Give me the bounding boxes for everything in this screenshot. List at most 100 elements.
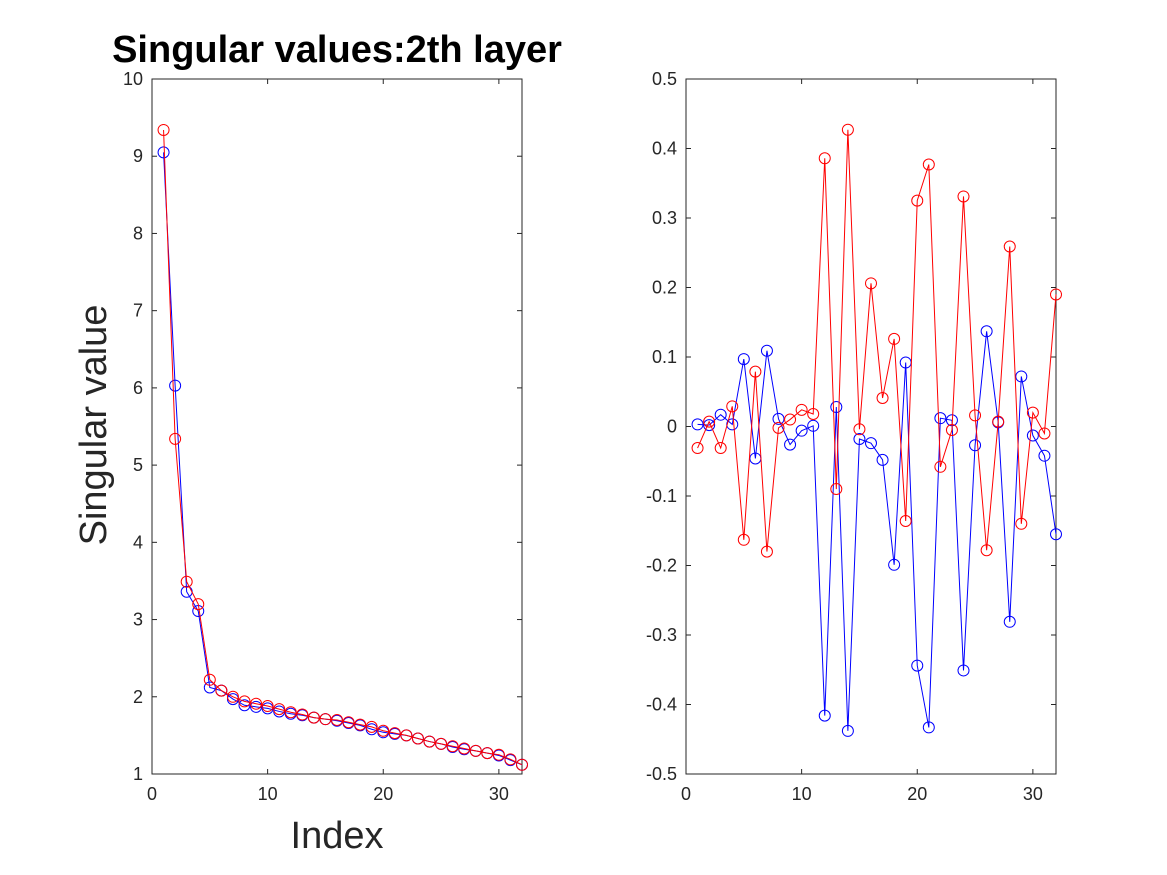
data-point	[423, 735, 436, 748]
x-tick-label: 0	[147, 784, 157, 804]
data-point	[980, 325, 993, 338]
data-point	[516, 758, 528, 771]
data-point	[1015, 517, 1028, 530]
data-point	[203, 681, 216, 694]
y-tick-label: 0.1	[652, 347, 677, 367]
data-point	[853, 433, 866, 446]
data-point	[934, 412, 947, 425]
y-tick-label: 0	[667, 417, 677, 437]
data-point	[250, 700, 263, 713]
data-point	[945, 423, 958, 436]
data-point	[691, 418, 704, 431]
data-point	[957, 190, 970, 203]
data-point	[911, 659, 924, 672]
data-point	[876, 392, 889, 404]
data-point	[169, 379, 182, 392]
data-point	[784, 413, 797, 426]
x-tick-label: 10	[258, 784, 278, 804]
data-point	[760, 344, 773, 357]
data-point	[807, 419, 820, 432]
data-point	[331, 713, 343, 726]
data-point	[215, 684, 228, 697]
data-point	[342, 716, 355, 729]
data-point	[319, 713, 332, 726]
data-point	[169, 432, 182, 445]
data-point	[760, 545, 773, 558]
y-tick-label: -0.1	[646, 486, 677, 506]
data-point	[481, 747, 494, 760]
data-point	[157, 123, 170, 136]
x-tick-label: 30	[489, 784, 509, 804]
y-tick-label: 5	[133, 455, 143, 475]
data-point	[411, 732, 424, 745]
x-tick-label: 20	[373, 784, 393, 804]
y-tick-label: -0.5	[646, 764, 677, 784]
data-point	[749, 365, 762, 378]
y-tick-label: 10	[123, 69, 143, 89]
data-point	[388, 727, 401, 740]
y-tick-label: 4	[133, 532, 143, 552]
y-tick-label: 9	[133, 146, 143, 166]
y-tick-label: 0.5	[652, 69, 677, 89]
data-point	[714, 408, 727, 421]
y-tick-label: 2	[133, 687, 143, 707]
data-point	[841, 724, 854, 737]
x-tick-label: 20	[907, 784, 927, 804]
data-point	[911, 194, 924, 207]
y-tick-label: 0.2	[652, 278, 677, 298]
data-point	[203, 673, 216, 686]
data-point	[888, 332, 901, 345]
y-tick-label: 3	[133, 610, 143, 630]
data-point	[992, 415, 1005, 428]
series-line	[697, 129, 1057, 552]
data-point	[865, 437, 877, 450]
data-point	[772, 421, 785, 434]
data-point	[1003, 615, 1016, 628]
data-point	[703, 415, 716, 428]
series-line	[697, 331, 1057, 731]
data-point	[238, 699, 251, 712]
x-tick-label: 30	[1023, 784, 1043, 804]
plot-title: Singular values:2th layer	[112, 29, 562, 71]
data-point	[1038, 449, 1051, 462]
data-point	[492, 748, 505, 761]
data-point	[446, 740, 459, 753]
data-point	[458, 742, 471, 755]
data-point	[284, 706, 297, 719]
data-point	[157, 146, 170, 159]
x-tick-label: 0	[681, 784, 691, 804]
data-point	[1026, 429, 1039, 442]
data-point	[784, 438, 797, 451]
data-point	[1026, 406, 1039, 419]
data-point	[273, 703, 286, 716]
y-tick-label: 6	[133, 378, 143, 398]
data-point	[180, 575, 193, 588]
data-point	[1050, 288, 1062, 301]
y-tick-label: 0.4	[652, 139, 677, 159]
data-point	[307, 711, 320, 724]
y-tick-label: 0.3	[652, 208, 677, 228]
y-tick-label: -0.3	[646, 625, 677, 645]
data-point	[737, 533, 750, 546]
data-point	[818, 709, 831, 722]
data-point	[876, 453, 889, 466]
data-point	[1015, 370, 1028, 383]
y-tick-label: -0.4	[646, 695, 677, 715]
data-point	[691, 442, 704, 455]
data-point	[807, 407, 820, 420]
axes-box	[151, 78, 523, 775]
data-point	[400, 729, 413, 742]
data-point	[377, 724, 390, 737]
y-tick-label: 8	[133, 223, 143, 243]
data-point	[841, 123, 854, 136]
data-point	[238, 695, 251, 708]
data-point	[830, 401, 843, 414]
data-point	[737, 353, 750, 366]
data-point	[922, 158, 935, 171]
data-point	[192, 598, 205, 611]
data-point	[969, 439, 982, 452]
data-point	[226, 690, 239, 703]
data-point	[250, 697, 263, 710]
y-tick-label: 1	[133, 764, 143, 784]
